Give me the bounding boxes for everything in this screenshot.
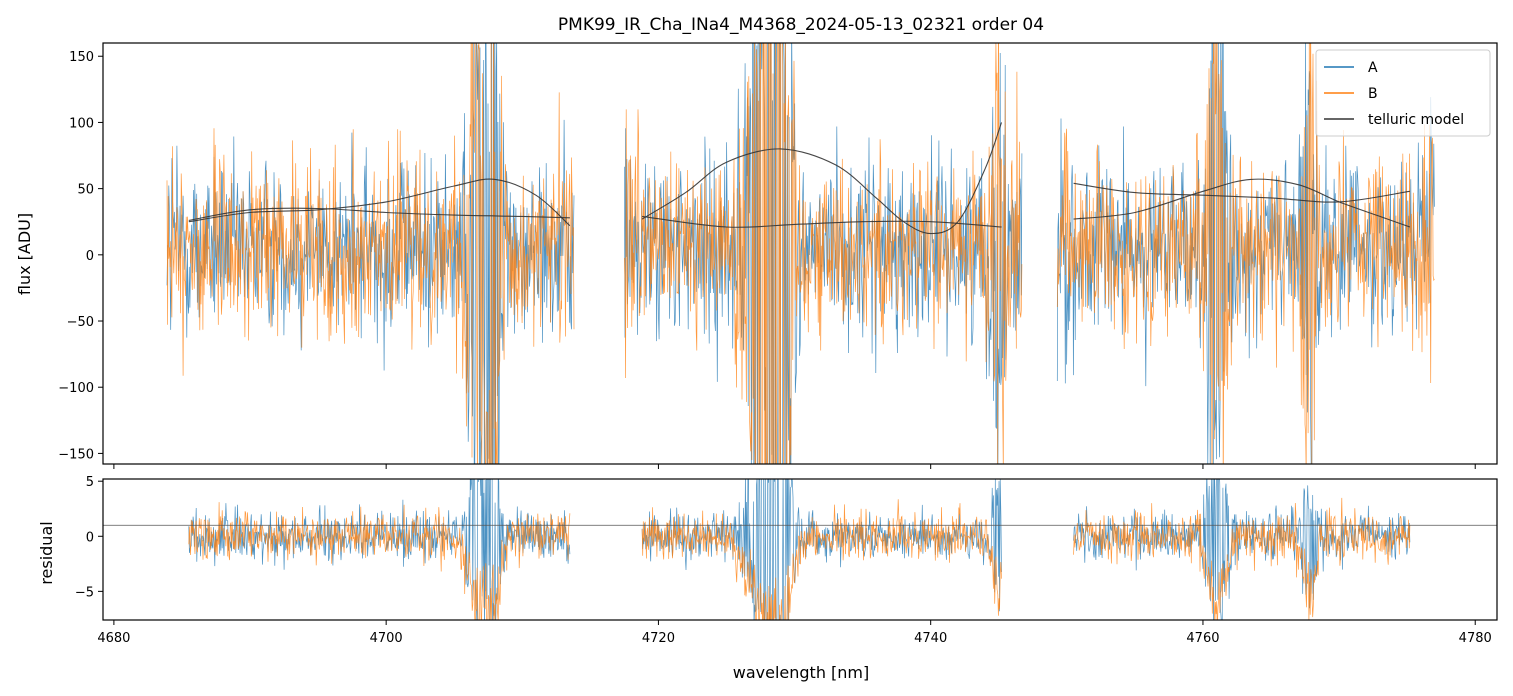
- x-tick-label: 4760: [1186, 631, 1219, 646]
- x-tick-label: 4720: [642, 631, 675, 646]
- legend-label-A: A: [1368, 60, 1378, 76]
- flux-y-tick-label: 0: [86, 249, 94, 264]
- flux-y-tick-label: −100: [58, 381, 94, 396]
- telluric-model-curve-3: [641, 122, 1003, 235]
- residual-B-line-segment-3: [1073, 497, 1411, 620]
- x-tick-label: 4780: [1459, 631, 1492, 646]
- x-tick-label: 4740: [914, 631, 947, 646]
- series-B-line-segment-1: [166, 43, 575, 464]
- residual-y-tick-label: −5: [75, 585, 94, 600]
- flux-panel: −150 −100 −50 0 50 100 150 flux [ADU] ABtellur…: [15, 42, 1498, 469]
- telluric-model-curve-1: [188, 178, 571, 227]
- telluric-model-curve-4: [642, 215, 1002, 228]
- telluric-model-curve-2: [188, 207, 570, 221]
- residual-B-line-segment-1: [188, 502, 571, 620]
- residual-y-label: residual: [37, 521, 56, 584]
- series-B-line-segment-2: [624, 43, 1023, 464]
- flux-y-tick-label: −50: [67, 315, 94, 330]
- residual-y-tick-label: 0: [86, 530, 94, 545]
- flux-y-tick-label: 150: [69, 50, 94, 65]
- chart-title: PMK99_IR_Cha_INa4_M4368_2024-05-13_02321…: [558, 15, 1044, 35]
- residual-B-line-segment-2: [641, 499, 1002, 620]
- flux-panel-frame: [102, 42, 1498, 465]
- flux-y-label: flux [ADU]: [15, 213, 34, 295]
- x-axis-label: wavelength [nm]: [733, 663, 870, 682]
- series-B-line-segment-3: [1056, 43, 1435, 464]
- residual-panel: −5 0 5 4680 4700 4720 4740 4760 4780 residual: [37, 475, 1498, 646]
- residual-y-tick-label: 5: [86, 475, 94, 490]
- residual-panel-frame: [102, 478, 1498, 621]
- x-tick-label: 4680: [97, 631, 130, 646]
- legend-box: [1315, 49, 1491, 137]
- flux-y-tick-label: 100: [69, 116, 94, 131]
- legend-label-B: B: [1368, 86, 1378, 102]
- telluric-model-curve-6: [1073, 182, 1410, 203]
- telluric-model-curve-5: [1073, 178, 1411, 228]
- flux-y-tick-label: −150: [58, 447, 94, 462]
- series-A-line-segment-2: [624, 43, 1023, 464]
- flux-y-tick-label: 50: [77, 183, 94, 198]
- legend-label-telluric-model: telluric model: [1368, 112, 1464, 128]
- x-tick-label: 4700: [370, 631, 403, 646]
